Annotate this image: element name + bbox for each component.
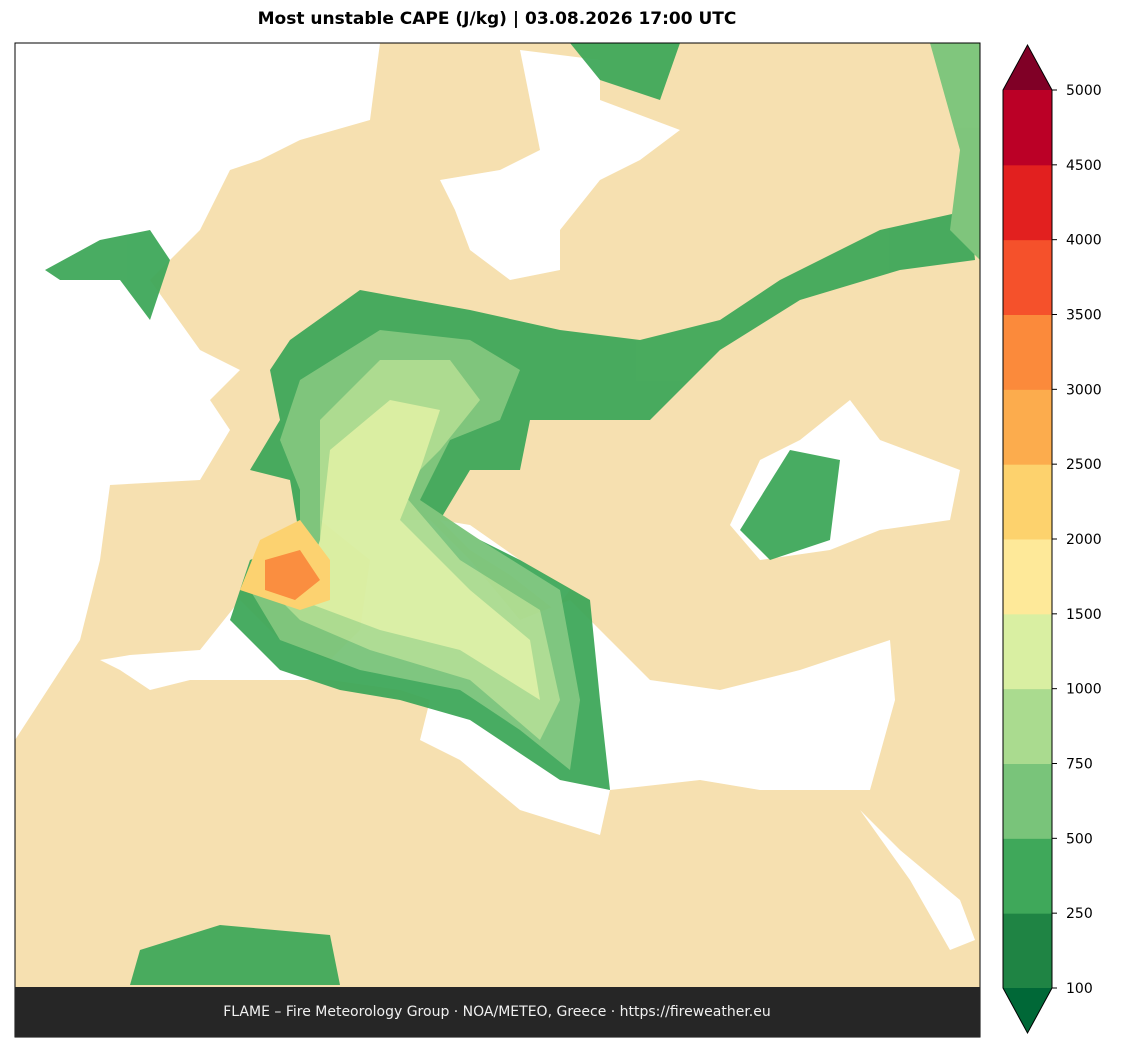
- colorbar-segment: [1003, 464, 1052, 540]
- baltic: [440, 50, 680, 280]
- colorbar-tick-label: 100: [1066, 981, 1093, 997]
- colorbar-segment: [1003, 613, 1052, 690]
- footer: FLAME – Fire Meteorology Group · NOA/MET…: [223, 1004, 771, 1020]
- colorbar-tick-label: 1000: [1066, 682, 1102, 698]
- colorbar-tick-label: 4000: [1066, 233, 1102, 249]
- colorbar-segment: [1003, 90, 1052, 166]
- colorbar-segment: [1003, 239, 1052, 315]
- colorbar-tick-label: 1500: [1066, 607, 1102, 623]
- cape-russia: [930, 43, 980, 260]
- cape-black-sea: [740, 450, 840, 560]
- cape-ireland: [45, 230, 170, 320]
- colorbar-tick-label: 2500: [1066, 457, 1102, 473]
- colorbar-segment: [1003, 539, 1052, 615]
- colorbar-under: [1003, 988, 1052, 1033]
- cape-field: [45, 43, 980, 985]
- colorbar-segment: [1003, 763, 1052, 839]
- colorbar-segment: [1003, 389, 1052, 465]
- colorbar-segment: [1003, 688, 1052, 764]
- colorbar-tick-label: 3000: [1066, 382, 1102, 398]
- colorbar-over: [1003, 45, 1052, 90]
- cape-scandinavia: [570, 43, 680, 100]
- colorbar-tick-label: 250: [1066, 906, 1093, 922]
- map-area: FLAME – Fire Meteorology Group · NOA/MET…: [14, 42, 981, 1038]
- colorbar-tick-label: 3500: [1066, 308, 1102, 324]
- title: Most unstable CAPE (J/kg) | 03.08.2026 1…: [258, 9, 737, 29]
- colorbar-tick-label: 750: [1066, 757, 1093, 773]
- red-sea: [860, 810, 975, 950]
- colorbar-tick-label: 500: [1066, 831, 1093, 847]
- colorbar-segment: [1003, 314, 1052, 390]
- colorbar-segment: [1003, 838, 1052, 914]
- colorbar-tick-label: 5000: [1066, 83, 1102, 99]
- cape-1000: [300, 400, 540, 700]
- atlantic: [15, 43, 380, 740]
- cape-sahara: [130, 925, 340, 985]
- colorbar-tick-label: 4500: [1066, 158, 1102, 174]
- colorbar-tick-label: 2000: [1066, 532, 1102, 548]
- colorbar-segment: [1003, 164, 1052, 241]
- cape-3000: [265, 550, 320, 600]
- footer-bar: [15, 987, 980, 1037]
- colorbar-segment: [1003, 913, 1052, 989]
- colorbar: 100 250 500 750 1000 1500 2000 2500 3000 3500 4000…: [1002, 43, 1102, 1035]
